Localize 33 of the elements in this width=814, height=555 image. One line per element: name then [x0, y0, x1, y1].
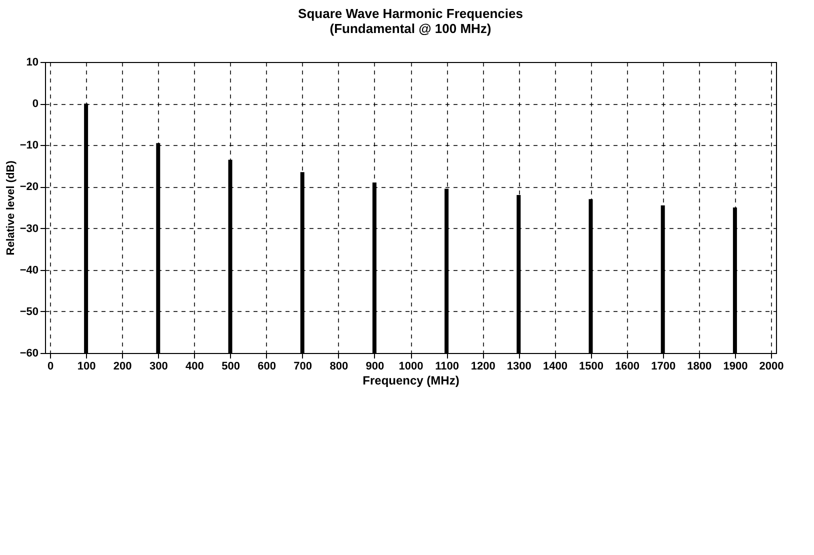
- x-tick-label: 600: [258, 360, 276, 372]
- x-tick-label: 200: [113, 360, 132, 372]
- x-tick-label: 800: [330, 360, 348, 372]
- x-tick-label: 1600: [615, 360, 640, 372]
- y-tick-label: 10: [26, 56, 38, 68]
- x-tick-label: 700: [294, 360, 312, 372]
- x-tick-label: 900: [366, 360, 384, 372]
- y-tick-label: −20: [20, 181, 38, 194]
- x-tick-label: 0: [47, 360, 54, 372]
- x-tick-label: 1500: [579, 360, 604, 372]
- y-tick-label: −40: [20, 264, 38, 276]
- x-axis-title: Frequency (MHz): [362, 374, 460, 388]
- x-tick-label: 1000: [398, 360, 424, 372]
- y-axis-title: Relative level (dB): [4, 160, 17, 256]
- chart-title: Square Wave Harmonic Frequencies: [298, 6, 523, 21]
- x-tick-label: 100: [77, 360, 96, 372]
- x-tick-label: 1900: [723, 360, 748, 372]
- y-tick-label: −10: [20, 140, 38, 152]
- x-tick-label: 2000: [759, 360, 784, 372]
- chart-subtitle: (Fundamental @ 100 MHz): [330, 21, 492, 36]
- x-tick-label: 1800: [687, 360, 712, 372]
- x-tick-label: 1300: [506, 360, 532, 372]
- x-tick-label: 400: [186, 360, 204, 372]
- x-tick-label: 1400: [542, 360, 568, 372]
- x-tick-label: 1700: [651, 360, 676, 372]
- y-tick-label: −30: [20, 222, 38, 235]
- x-tick-label: 1100: [435, 360, 459, 372]
- y-tick-label: −50: [20, 306, 38, 318]
- x-tick-label: 300: [149, 360, 168, 372]
- x-tick-label: 500: [222, 360, 240, 372]
- y-tick-label: −60: [20, 348, 38, 360]
- y-tick-label: 0: [32, 98, 38, 110]
- x-tick-label: 1200: [470, 360, 496, 372]
